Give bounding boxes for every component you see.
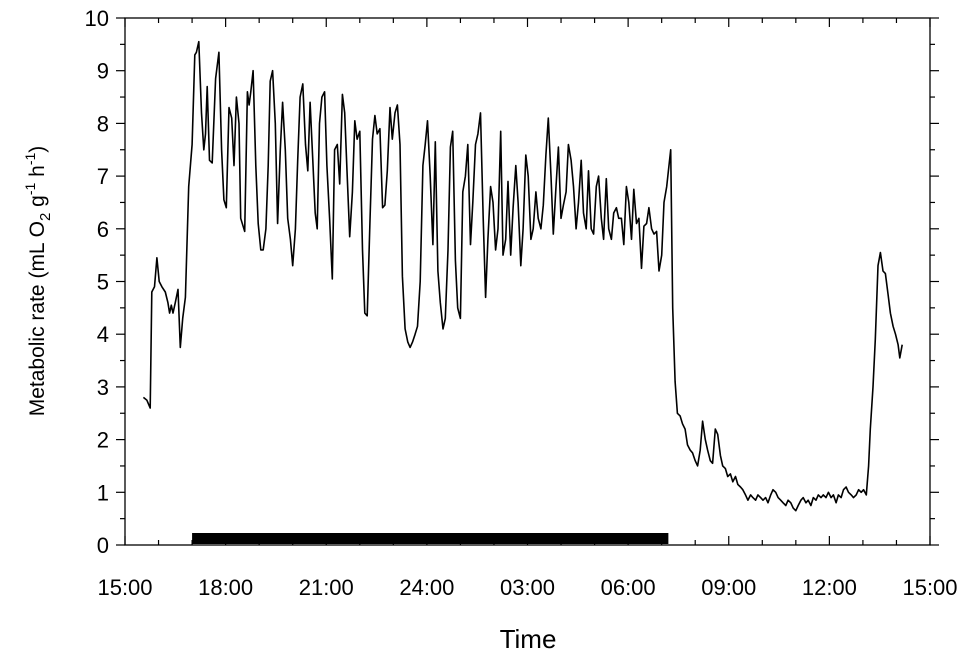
plot-frame xyxy=(124,17,931,546)
y-tick-label: 10 xyxy=(85,6,109,31)
dark-period-bar-layer xyxy=(192,533,669,544)
x-axis-title: Time xyxy=(500,624,557,654)
x-tick-label: 21:00 xyxy=(299,575,354,600)
x-tick-label: 09:00 xyxy=(701,575,756,600)
x-tick-label: 12:00 xyxy=(802,575,857,600)
x-tick-label: 24:00 xyxy=(399,575,454,600)
y-tick-label: 6 xyxy=(97,217,109,242)
ticks-layer xyxy=(116,17,939,546)
dark-period-bar xyxy=(192,533,669,544)
y-tick-labels: 0 1 2 3 4 5 6 7 8 9 10 xyxy=(85,6,109,558)
series-line xyxy=(142,40,903,512)
y-tick-label: 1 xyxy=(97,480,109,505)
x-tick-label: 18:00 xyxy=(198,575,253,600)
y-tick-label: 7 xyxy=(97,164,109,189)
x-tick-label: 15:00 xyxy=(902,575,957,600)
y-tick-label: 2 xyxy=(97,428,109,453)
x-tick-label: 06:00 xyxy=(601,575,656,600)
y-tick-label: 9 xyxy=(97,59,109,84)
x-tick-label: 15:00 xyxy=(97,575,152,600)
y-tick-label: 3 xyxy=(97,375,109,400)
x-tick-labels: 15:00 18:00 21:00 24:00 03:00 06:00 09:00 12:00… xyxy=(97,575,957,600)
y-tick-label: 4 xyxy=(97,322,109,347)
y-axis-title: Metabolic rate (mL O2 g-1 h-1) xyxy=(22,146,54,417)
y-tick-label: 8 xyxy=(97,111,109,136)
series-layer xyxy=(142,40,903,512)
y-tick-label: 5 xyxy=(97,270,109,295)
y-tick-label: 0 xyxy=(97,533,109,558)
x-tick-label: 03:00 xyxy=(500,575,555,600)
